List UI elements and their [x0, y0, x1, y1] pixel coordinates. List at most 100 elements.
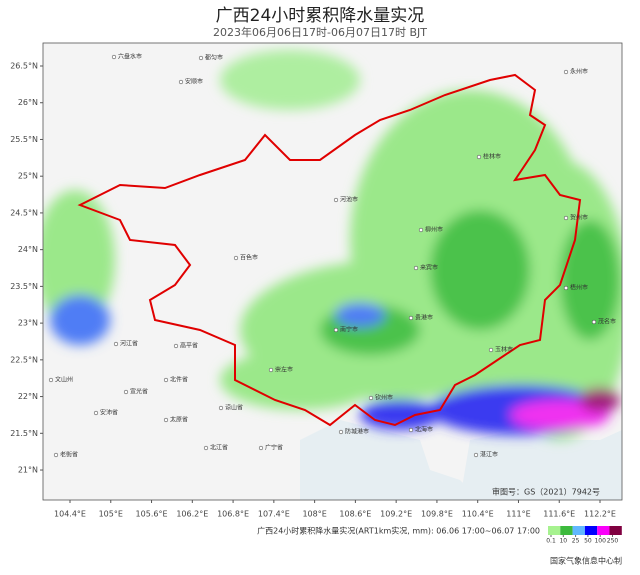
place-label: 防城港市 [345, 428, 369, 436]
map-frame [42, 42, 623, 501]
place-dot [93, 410, 99, 416]
place-dot [413, 265, 419, 271]
place-dot [418, 227, 424, 233]
lon-tick-label: 108°E [302, 510, 326, 519]
lat-tick-label: 25°N [18, 172, 38, 181]
place-label: 南宁市 [340, 326, 358, 334]
place-dot [198, 55, 204, 61]
lat-tick-label: 21.5°N [10, 429, 38, 438]
legend-swatch [584, 526, 598, 535]
place-dot [333, 327, 339, 333]
lat-tick-label: 26°N [18, 98, 38, 107]
place-dot [113, 341, 119, 347]
place-dot [163, 417, 169, 423]
place-label: 湛江市 [480, 451, 498, 459]
legend-tick-label: 0.1 [546, 538, 556, 545]
map-subtitle: 2023年06月06日17时-06月07日17时 BJT [213, 25, 427, 39]
place-dot [268, 367, 274, 373]
legend-tick-label: 50 [584, 538, 592, 545]
place-dot [111, 54, 117, 60]
lon-tick-label: 110.4°E [462, 510, 494, 519]
place-label: 北海市 [415, 426, 433, 434]
place-dot [218, 405, 224, 411]
place-dot [563, 215, 569, 221]
place-label: 老街省 [60, 451, 78, 459]
place-label: 都匀市 [205, 54, 223, 62]
lat-tick-label: 22.5°N [10, 355, 38, 364]
place-label: 太原省 [170, 416, 188, 424]
lat-tick-label: 23.5°N [10, 282, 38, 291]
place-label: 永州市 [570, 68, 588, 76]
place-label: 河江省 [120, 340, 138, 348]
lon-tick-label: 111.6°E [543, 510, 575, 519]
place-label: 茂名市 [598, 318, 616, 326]
place-label: 桂林市 [483, 153, 501, 161]
legend: 0.1 10 25 50 100 250 [546, 526, 622, 545]
lat-tick-label: 22°N [18, 392, 38, 401]
place-label: 河池市 [340, 196, 358, 204]
place-label: 玉林市 [495, 346, 513, 354]
legend-swatch [560, 526, 573, 535]
place-label: 北件省 [170, 376, 188, 384]
legend-tick-label: 25 [572, 538, 580, 545]
lat-tick-label: 21°N [18, 466, 38, 475]
place-dot [333, 197, 339, 203]
place-label: 梧州市 [570, 284, 588, 292]
place-label: 北江省 [210, 444, 228, 452]
place-dot [591, 319, 597, 325]
lon-tick-label: 104.4°E [54, 510, 86, 519]
place-label: 贵港市 [415, 314, 433, 322]
sea [300, 420, 622, 500]
place-dot [563, 69, 569, 75]
legend-tick-label: 100 [594, 538, 606, 545]
lat-tick-label: 23°N [18, 319, 38, 328]
legend-swatch [548, 526, 561, 535]
lon-tick-label: 106.2°E [176, 510, 208, 519]
place-label: 百色市 [240, 254, 258, 262]
legend-caption: 广西24小时累积降水量实况(ART1km实况, mm): 06.06 17:00… [257, 526, 540, 536]
lat-tick-label: 26.5°N [10, 62, 38, 71]
lon-tick-label: 107.4°E [258, 510, 290, 519]
place-label: 安沛省 [100, 409, 118, 417]
place-dot [473, 452, 479, 458]
place-dot [476, 154, 482, 160]
place-label: 高平省 [180, 342, 198, 350]
place-dot [48, 377, 54, 383]
legend-tick-label: 250 [607, 538, 619, 545]
legend-swatch [597, 526, 610, 535]
lat-tick-label: 24°N [18, 245, 38, 254]
place-label: 广宁省 [265, 444, 283, 452]
lat-tick-label: 25.5°N [10, 135, 38, 144]
credit: 国家气象信息中心制 [550, 556, 622, 566]
place-dot [163, 377, 169, 383]
place-label: 柳州市 [425, 226, 443, 234]
place-dot [408, 427, 414, 433]
place-label: 宣光省 [130, 388, 148, 396]
place-label: 来宾市 [420, 264, 438, 272]
place-dot [53, 452, 59, 458]
legend-tick-label: 10 [559, 538, 567, 545]
place-dot [123, 389, 129, 395]
place-dot [203, 445, 209, 451]
place-dot [338, 429, 344, 435]
place-label: 贺州市 [570, 214, 588, 222]
lon-tick-label: 111°E [506, 510, 530, 519]
place-label: 文山州 [55, 376, 73, 384]
map-title: 广西24小时累积降水量实况 [216, 6, 425, 26]
lon-tick-label: 108.6°E [339, 510, 371, 519]
lat-tick-label: 24.5°N [10, 208, 38, 217]
lon-tick-label: 112.2°E [584, 510, 616, 519]
legend-swatch [609, 526, 622, 535]
place-label: 钦州市 [375, 394, 393, 402]
legend-swatch [572, 526, 585, 535]
review-number: 审图号：GS（2021）7942号 [492, 487, 600, 497]
place-label: 崇左市 [275, 366, 293, 374]
guangxi-border [77, 73, 582, 427]
lon-tick-label: 106.8°E [217, 510, 249, 519]
lon-tick-label: 109.2°E [380, 510, 412, 519]
place-dot [233, 255, 239, 261]
